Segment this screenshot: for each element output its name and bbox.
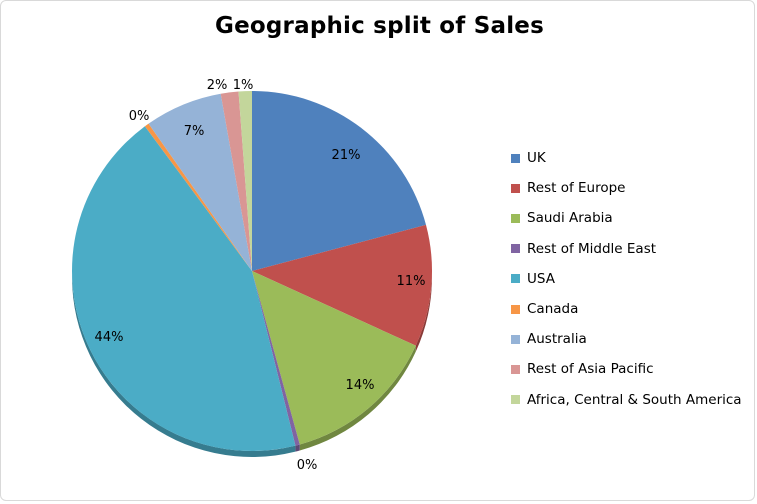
legend-label: Rest of Middle East bbox=[527, 240, 657, 257]
legend-item-canada[interactable]: Canada bbox=[511, 294, 756, 324]
pie-depth-segment bbox=[415, 271, 432, 352]
pie-slice-saudi-arabia[interactable] bbox=[252, 271, 416, 445]
data-label-rest-of-europe: 11% bbox=[397, 274, 426, 289]
pie-slice-rest-of-asia-pacific[interactable] bbox=[220, 91, 252, 272]
legend-label: Australia bbox=[527, 331, 587, 348]
pie-depth-segment bbox=[295, 444, 300, 452]
legend-item-uk[interactable]: UK bbox=[511, 143, 756, 173]
pie-slice-canada[interactable] bbox=[144, 123, 252, 271]
data-label-australia: 7% bbox=[184, 124, 205, 139]
pie-slice-rest-of-middle-east[interactable] bbox=[252, 271, 300, 446]
legend-item-rest-of-middle-east[interactable]: Rest of Middle East bbox=[511, 234, 756, 264]
legend-swatch bbox=[511, 213, 520, 223]
legend-swatch bbox=[511, 364, 520, 374]
legend-label: Rest of Europe bbox=[527, 180, 626, 197]
legend-label: UK bbox=[527, 150, 546, 167]
chart-legend: UK Rest of Europe Saudi Arabia Rest of Midd… bbox=[511, 143, 756, 415]
data-label-saudi-arabia: 14% bbox=[346, 378, 375, 393]
legend-label: Saudi Arabia bbox=[527, 210, 613, 227]
data-label-rest-of-middle-east: 0% bbox=[297, 458, 318, 473]
legend-swatch bbox=[511, 334, 520, 344]
legend-item-usa[interactable]: USA bbox=[511, 264, 756, 294]
legend-label: Canada bbox=[527, 301, 579, 318]
legend-swatch bbox=[511, 274, 520, 284]
pie-slice-uk[interactable] bbox=[252, 91, 426, 271]
legend-swatch bbox=[511, 244, 520, 254]
legend-item-rest-of-asia-pacific[interactable]: Rest of Asia Pacific bbox=[511, 354, 756, 384]
legend-item-saudi-arabia[interactable]: Saudi Arabia bbox=[511, 203, 756, 233]
legend-swatch bbox=[511, 153, 520, 163]
pie-depth bbox=[72, 271, 432, 457]
legend-label: USA bbox=[527, 270, 555, 287]
pie-slice-africa-central-south-america[interactable] bbox=[238, 91, 252, 271]
legend-swatch bbox=[511, 183, 520, 193]
data-label-usa: 44% bbox=[95, 330, 124, 345]
data-label-uk: 21% bbox=[332, 148, 361, 163]
legend-label: Rest of Asia Pacific bbox=[527, 361, 654, 378]
legend-swatch bbox=[511, 304, 520, 314]
data-label-rest-of-asia-pacific: 2% bbox=[207, 78, 228, 93]
data-label-africa-central-south-america: 1% bbox=[233, 78, 254, 93]
pie-slice-usa[interactable] bbox=[71, 126, 296, 452]
data-label-canada: 0% bbox=[129, 109, 150, 124]
pie-slice-australia[interactable] bbox=[148, 93, 252, 272]
legend-item-australia[interactable]: Australia bbox=[511, 324, 756, 354]
legend-item-rest-of-europe[interactable]: Rest of Europe bbox=[511, 173, 756, 203]
legend-label: Africa, Central & South America bbox=[527, 391, 742, 408]
legend-item-africa-central-south-america[interactable]: Africa, Central & South America bbox=[511, 385, 756, 415]
chart-title: Geographic split of Sales bbox=[215, 13, 544, 39]
pie-slice-rest-of-europe[interactable] bbox=[252, 224, 433, 346]
legend-swatch bbox=[511, 395, 520, 405]
